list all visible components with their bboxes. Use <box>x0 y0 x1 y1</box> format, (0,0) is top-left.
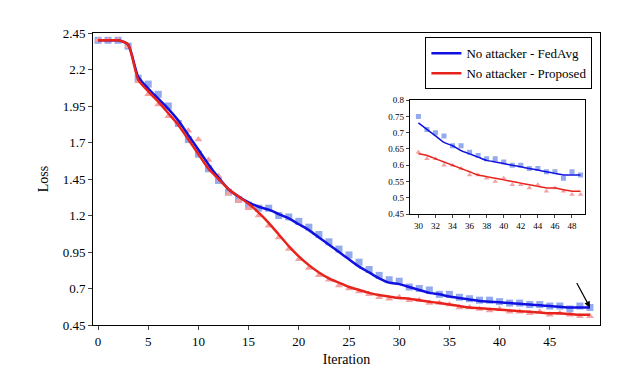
svg-text:0.8: 0.8 <box>393 95 405 105</box>
svg-text:0.55: 0.55 <box>388 177 404 187</box>
svg-text:48: 48 <box>567 221 577 231</box>
svg-text:25: 25 <box>343 334 356 349</box>
svg-text:40: 40 <box>499 221 509 231</box>
svg-text:44: 44 <box>533 221 543 231</box>
svg-text:0.6: 0.6 <box>393 160 405 170</box>
svg-text:0.65: 0.65 <box>388 144 404 154</box>
svg-text:35: 35 <box>443 334 456 349</box>
svg-text:0.7: 0.7 <box>393 128 405 138</box>
svg-text:32: 32 <box>431 221 440 231</box>
svg-text:42: 42 <box>516 221 525 231</box>
svg-text:Loss: Loss <box>36 166 51 192</box>
svg-text:46: 46 <box>550 221 560 231</box>
svg-text:2.45: 2.45 <box>63 26 86 41</box>
svg-text:34: 34 <box>448 221 458 231</box>
svg-text:0.95: 0.95 <box>63 245 86 260</box>
svg-text:1.95: 1.95 <box>63 99 86 114</box>
svg-text:10: 10 <box>192 334 205 349</box>
svg-text:36: 36 <box>465 221 475 231</box>
svg-text:No attacker - Proposed: No attacker - Proposed <box>466 66 586 81</box>
svg-text:Iteration: Iteration <box>323 352 370 367</box>
svg-text:2.2: 2.2 <box>69 62 85 77</box>
svg-text:0.45: 0.45 <box>63 318 86 333</box>
svg-text:0.75: 0.75 <box>388 112 404 122</box>
svg-text:5: 5 <box>145 334 152 349</box>
svg-text:40: 40 <box>493 334 506 349</box>
svg-text:38: 38 <box>482 221 492 231</box>
svg-text:20: 20 <box>292 334 305 349</box>
svg-text:30: 30 <box>393 334 406 349</box>
svg-text:0: 0 <box>95 334 102 349</box>
svg-text:30: 30 <box>414 221 424 231</box>
svg-text:0.45: 0.45 <box>388 209 404 219</box>
svg-text:1.7: 1.7 <box>69 135 86 150</box>
svg-text:0.5: 0.5 <box>393 193 405 203</box>
svg-text:45: 45 <box>543 334 556 349</box>
svg-text:No attacker - FedAvg: No attacker - FedAvg <box>466 46 579 61</box>
svg-text:1.2: 1.2 <box>69 208 85 223</box>
svg-text:0.7: 0.7 <box>69 281 86 296</box>
svg-text:15: 15 <box>242 334 255 349</box>
svg-text:1.45: 1.45 <box>63 172 86 187</box>
